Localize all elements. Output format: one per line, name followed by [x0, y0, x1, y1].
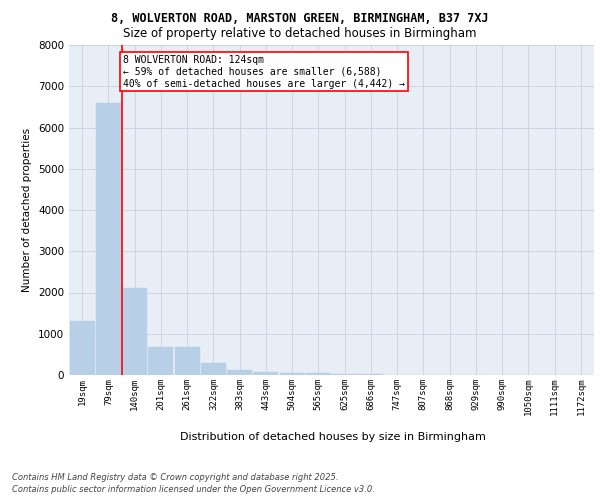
Bar	[96, 103, 121, 375]
Text: Contains HM Land Registry data © Crown copyright and database right 2025.: Contains HM Land Registry data © Crown c…	[12, 472, 338, 482]
Bar	[306, 373, 331, 375]
Bar	[227, 370, 252, 375]
Text: Distribution of detached houses by size in Birmingham: Distribution of detached houses by size …	[180, 432, 486, 442]
Text: 8 WOLVERTON ROAD: 124sqm
← 59% of detached houses are smaller (6,588)
40% of sem: 8 WOLVERTON ROAD: 124sqm ← 59% of detach…	[123, 56, 405, 88]
Text: Size of property relative to detached houses in Birmingham: Size of property relative to detached ho…	[123, 28, 477, 40]
Bar	[358, 374, 383, 375]
Bar	[175, 347, 200, 375]
Bar	[280, 373, 305, 375]
Text: Contains public sector information licensed under the Open Government Licence v3: Contains public sector information licen…	[12, 485, 375, 494]
Bar	[122, 288, 147, 375]
Bar	[70, 322, 95, 375]
Y-axis label: Number of detached properties: Number of detached properties	[22, 128, 32, 292]
Bar	[253, 372, 278, 375]
Text: 8, WOLVERTON ROAD, MARSTON GREEN, BIRMINGHAM, B37 7XJ: 8, WOLVERTON ROAD, MARSTON GREEN, BIRMIN…	[111, 12, 489, 26]
Bar	[148, 347, 173, 375]
Bar	[201, 362, 226, 375]
Bar	[332, 374, 357, 375]
